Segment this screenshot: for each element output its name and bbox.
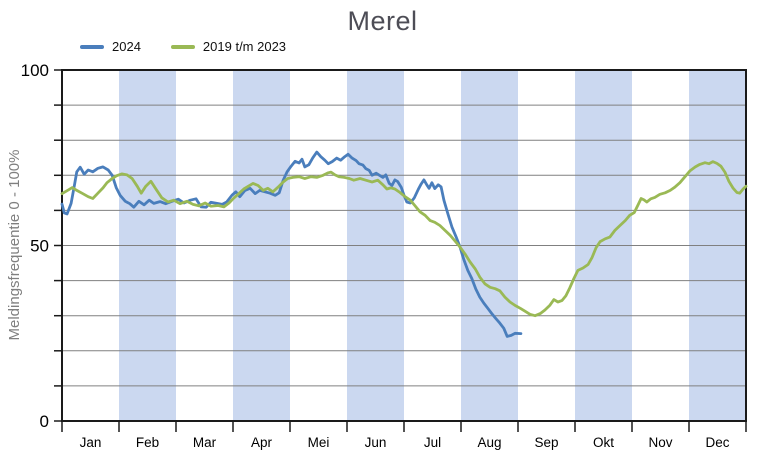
- legend-line-swatch: [80, 44, 104, 49]
- month-label-dec: Dec: [705, 435, 729, 450]
- month-label-aug: Aug: [477, 435, 501, 450]
- month-label-apr: Apr: [251, 435, 273, 450]
- month-label-jan: Jan: [80, 435, 102, 450]
- y-axis-title: Meldingsfrequentie 0 - 100%: [6, 149, 23, 341]
- month-label-jun: Jun: [365, 435, 387, 450]
- month-label-mar: Mar: [193, 435, 217, 450]
- month-label-okt: Okt: [593, 435, 614, 450]
- month-label-sep: Sep: [534, 435, 558, 450]
- series-line-2024: [60, 150, 523, 338]
- legend: 2024 2019 t/m 2023: [80, 39, 286, 54]
- month-label-jul: Jul: [424, 435, 441, 450]
- y-tick-label-100: 100: [21, 61, 49, 80]
- month-label-feb: Feb: [136, 435, 159, 450]
- legend-item-2024: 2024: [80, 39, 141, 54]
- legend-line-swatch: [170, 44, 195, 49]
- legend-item-2019-t-m-2023: 2019 t/m 2023: [170, 39, 287, 54]
- month-label-mei: Mei: [308, 435, 330, 450]
- month-label-nov: Nov: [648, 435, 672, 450]
- series-line-2019-t-m-2023: [60, 160, 748, 318]
- y-tick-label-0: 0: [40, 412, 49, 431]
- legend-label: 2019 t/m 2023: [202, 39, 287, 54]
- chart-title: Merel: [347, 6, 418, 36]
- y-tick-label-50: 50: [30, 237, 49, 256]
- legend-label: 2024: [112, 39, 141, 54]
